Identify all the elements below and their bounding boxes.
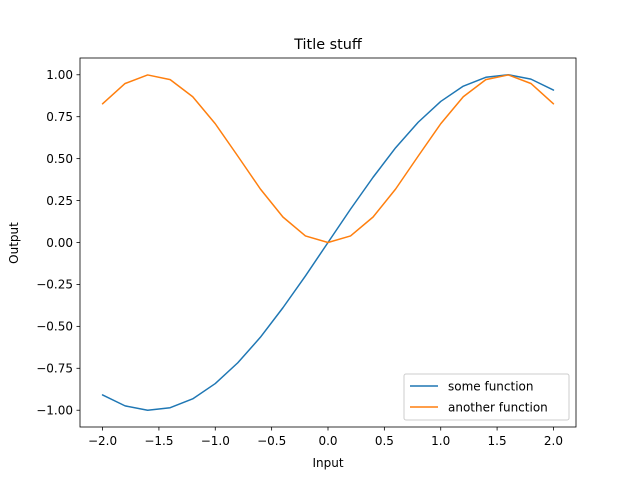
series-line-2 <box>101 74 555 244</box>
y-axis: −1.00 −0.75 −0.50 −0.25 0.00 0.25 0.50 0.75 1.00 <box>36 68 80 418</box>
x-tick-label: −1.5 <box>144 434 173 448</box>
legend-box <box>403 373 570 421</box>
y-tick-label: −0.75 <box>36 362 73 376</box>
y-tick-label: −0.50 <box>36 320 73 334</box>
legend-label-2: another function <box>448 400 548 414</box>
x-tick-label: 0.5 <box>375 434 394 448</box>
y-tick-label: −0.25 <box>36 278 73 292</box>
x-tick-label: 1.5 <box>488 434 507 448</box>
y-tick-label: 1.00 <box>46 68 73 82</box>
x-tick-label: −2.0 <box>88 434 117 448</box>
x-tick-label: 1.0 <box>431 434 450 448</box>
x-tick-label: −1.0 <box>201 434 230 448</box>
x-tick-label: 2.0 <box>544 434 563 448</box>
y-tick-label: −1.00 <box>36 404 73 418</box>
chart-title: Title stuff <box>293 37 363 53</box>
y-tick-label: 0.50 <box>46 152 73 166</box>
y-axis-label: Output <box>7 222 21 264</box>
series-layer <box>101 74 555 411</box>
x-axis: −2.0 −1.5 −1.0 −0.5 0.0 0.5 1.0 1.5 2.0 <box>88 427 563 448</box>
y-tick-label: 0.00 <box>46 236 73 250</box>
legend-label-1: some function <box>448 379 534 393</box>
y-tick-label: 0.75 <box>46 110 73 124</box>
x-tick-label: 0.0 <box>318 434 337 448</box>
x-tick-label: −0.5 <box>257 434 286 448</box>
x-axis-label: Input <box>312 456 343 470</box>
y-tick-label: 0.25 <box>46 194 73 208</box>
legend: some function another function <box>403 373 570 421</box>
